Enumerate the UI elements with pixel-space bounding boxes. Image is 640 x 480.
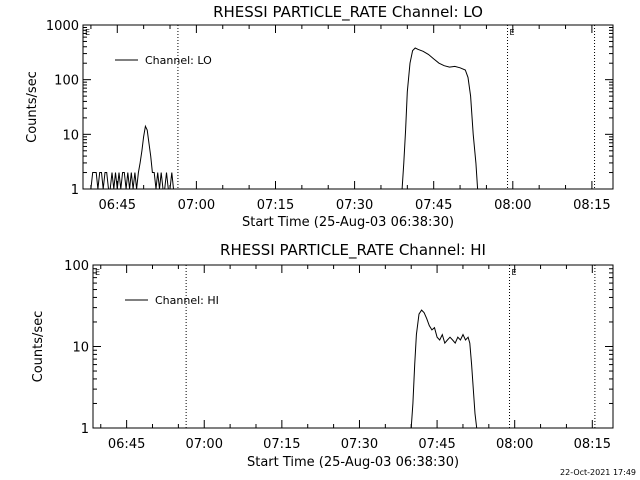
panel1-x-axis-label: Start Time (25-Aug-03 06:38:30) <box>242 215 454 230</box>
panel2-xtick-label: 08:00 <box>496 437 533 452</box>
panel2-xtick-label: 06:45 <box>108 437 145 452</box>
panel1-xtick-label: 07:00 <box>178 198 215 213</box>
panel2-time-marker-label: E <box>512 268 517 277</box>
footer-timestamp: 22-Oct-2021 17:49 <box>560 468 636 477</box>
panel2-xtick-label: 07:30 <box>341 437 378 452</box>
panel1-ytick-label: 10 <box>62 128 79 143</box>
panel2-xtick-label: 07:00 <box>186 437 223 452</box>
panel2-ytick-label: 100 <box>64 259 89 274</box>
panel1-xtick-label: 08:15 <box>573 198 610 213</box>
panel2-xtick-label: 07:45 <box>418 437 455 452</box>
panel1-ytick-label: 100 <box>54 74 79 89</box>
panel1-xtick-label: 07:15 <box>257 198 294 213</box>
panel1-legend-label: Channel: LO <box>145 54 212 67</box>
panel1-y-axis-label: Counts/sec <box>25 71 40 143</box>
panel1-xtick-label: 07:45 <box>415 198 452 213</box>
panel1-plot-frame <box>82 24 614 190</box>
panel1-time-marker-label: E <box>510 28 515 37</box>
panel1-edge-marker: E <box>85 28 90 37</box>
panel2-x-axis-label: Start Time (25-Aug-03 06:38:30) <box>247 455 459 470</box>
panel2-series-line <box>410 309 478 429</box>
panel1-xtick-label: 07:30 <box>336 198 373 213</box>
panel2-edge-marker: E <box>95 268 100 277</box>
panel1-title: RHESSI PARTICLE_RATE Channel: LO <box>213 3 483 22</box>
panel2-y-axis-label: Counts/sec <box>31 311 46 383</box>
panel2-legend-label: Channel: HI <box>155 294 219 307</box>
panel2-title: RHESSI PARTICLE_RATE Channel: HI <box>220 241 486 260</box>
panel1-xtick-label: 06:45 <box>99 198 136 213</box>
panel1-ytick-label: 1 <box>71 183 79 198</box>
panel2-ytick-label: 10 <box>72 341 89 356</box>
panel2-xtick-label: 07:15 <box>263 437 300 452</box>
panel2-ytick-label: 1 <box>81 422 89 437</box>
panel2-xtick-label: 08:15 <box>574 437 611 452</box>
panel1-xtick-label: 08:00 <box>494 198 531 213</box>
panel1-ytick-label: 1000 <box>46 19 79 34</box>
panel2-plot-frame <box>92 264 614 429</box>
panel1-series-line <box>90 47 479 190</box>
